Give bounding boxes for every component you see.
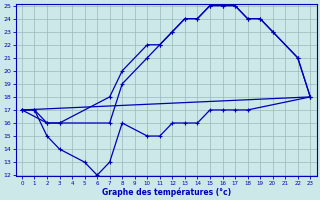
X-axis label: Graphe des températures (°c): Graphe des températures (°c) bbox=[101, 187, 231, 197]
